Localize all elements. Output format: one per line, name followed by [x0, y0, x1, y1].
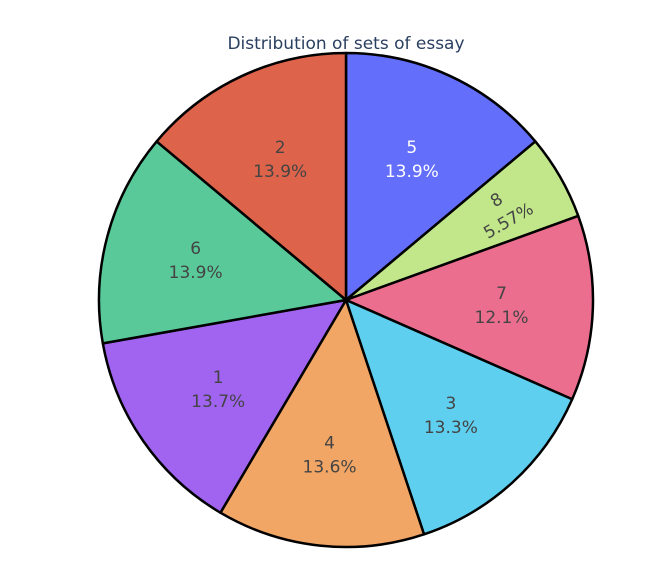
slice-category-label: 2	[275, 138, 286, 158]
slice-category-label: 5	[406, 138, 417, 158]
slice-percent-label: 13.9%	[169, 263, 223, 283]
slice-category-label: 4	[324, 434, 335, 454]
pie-slice-4[interactable]	[219, 298, 426, 549]
slice-label-6: 6 13.9%	[169, 239, 223, 283]
slice-label-7: 7 12.1%	[475, 284, 529, 328]
pie-slices	[97, 51, 595, 549]
pie-slice-7[interactable]	[344, 214, 595, 401]
slice-percent-label: 13.9%	[385, 162, 439, 182]
slice-category-label: 7	[496, 284, 507, 304]
pie-slice-6[interactable]	[97, 140, 348, 345]
pie-slice-2[interactable]	[155, 51, 348, 302]
pie-slice-5[interactable]	[344, 51, 537, 302]
slice-category-label: 1	[213, 368, 224, 388]
slice-percent-label: 12.1%	[475, 308, 529, 328]
slice-label-1: 1 13.7%	[191, 368, 245, 412]
slice-category-label: 6	[190, 239, 201, 259]
slice-percent-label: 13.3%	[424, 418, 478, 438]
slice-label-4: 4 13.6%	[303, 434, 357, 478]
slice-label-2: 2 13.9%	[253, 138, 307, 182]
slice-percent-label: 13.7%	[191, 392, 245, 412]
chart-title: Distribution of sets of essay	[227, 34, 464, 54]
slice-label-3: 3 13.3%	[424, 394, 478, 438]
slice-label-5: 5 13.9%	[385, 138, 439, 182]
slice-percent-label: 13.9%	[253, 162, 307, 182]
slice-percent-label: 13.6%	[303, 458, 357, 478]
pie-slice-1[interactable]	[101, 298, 348, 514]
pie-slice-3[interactable]	[344, 298, 574, 536]
slice-category-label: 3	[445, 394, 456, 414]
